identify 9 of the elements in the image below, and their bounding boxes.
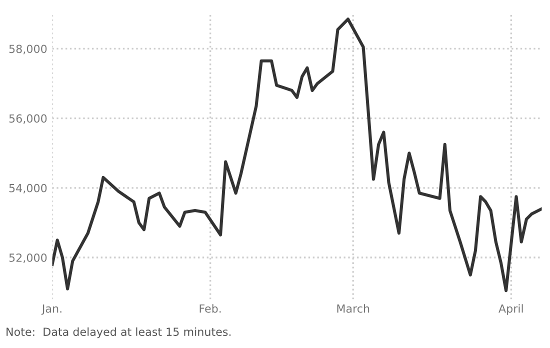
x-tick-label: April <box>498 304 523 315</box>
x-tick-label: Jan. <box>41 304 62 315</box>
y-tick-label: 58,000 <box>9 44 47 54</box>
text: Note: Data delayed at least 15 minutes. <box>6 327 231 338</box>
y-tick-label: 52,000 <box>9 253 47 264</box>
y-tick-label: 54,000 <box>9 184 47 194</box>
x-tick-label: March <box>337 304 370 313</box>
x-tick-label: Feb. <box>200 304 221 313</box>
y-tick-label: 56,000 <box>9 114 47 124</box>
